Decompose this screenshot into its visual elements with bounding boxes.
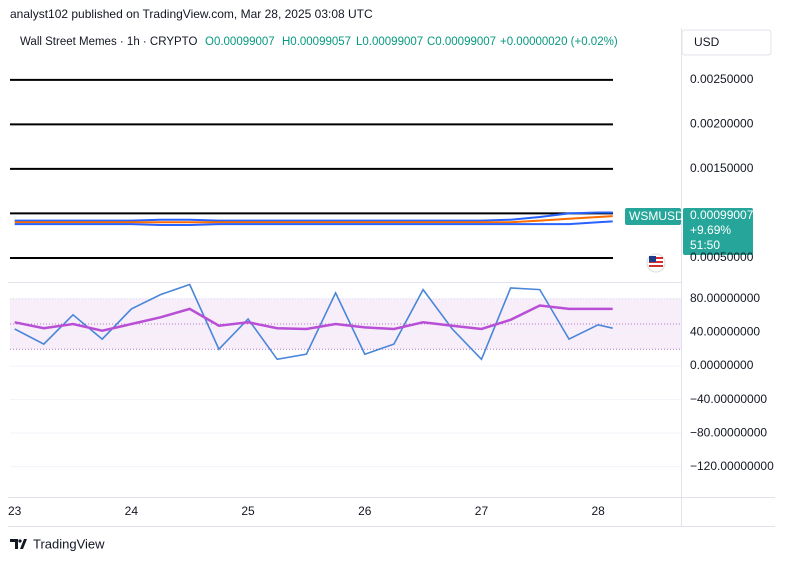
legend: Wall Street Memes · 1h · CRYPTO O0.00099…	[20, 36, 618, 48]
countdown: 51:50	[690, 238, 720, 252]
y-tick-label: −40.00000000	[690, 392, 767, 406]
x-tick-label: 28	[591, 504, 605, 518]
ohlc-close: C0.00099007	[427, 36, 496, 48]
ohlc-high: H0.00099057	[282, 36, 351, 48]
x-tick-label: 27	[475, 504, 489, 518]
x-tick-label: 23	[8, 504, 22, 518]
ohlc-low: L0.00099007	[356, 36, 423, 48]
y-tick-label: 0.00250000	[690, 72, 754, 86]
y-tick-label: 40.00000000	[690, 325, 760, 339]
y-tick-label: 0.00150000	[690, 161, 754, 175]
price-tag: WSMUSD 0.00099007 +9.69% 51:50	[625, 208, 754, 255]
y-tick-label: −80.00000000	[690, 425, 767, 439]
symbol: Wall Street Memes · 1h · CRYPTO	[20, 36, 197, 48]
series-line	[14, 283, 613, 361]
series-line	[14, 211, 613, 222]
series-line	[14, 215, 613, 224]
brand: TradingView	[33, 536, 105, 551]
x-tick-label: 24	[125, 504, 139, 518]
x-tick-label: 26	[358, 504, 372, 518]
flag-icon	[646, 253, 666, 273]
x-tick-label: 25	[241, 504, 255, 518]
last-price: 0.00099007	[690, 208, 754, 222]
price-badge	[683, 208, 753, 255]
y-tick-label: 80.00000000	[690, 291, 760, 305]
y-tick-label: 0.00200000	[690, 117, 754, 131]
series-line	[14, 304, 613, 332]
logo	[10, 539, 27, 549]
currency[interactable]: USD	[694, 35, 720, 49]
ticker: WSMUSD	[629, 209, 684, 223]
ticker-badge	[625, 208, 681, 225]
change: +0.00000020 (+0.02%)	[500, 36, 618, 48]
series-line	[14, 220, 613, 226]
y-tick-label: 0.00000000	[690, 358, 754, 372]
publish-note: analyst102 published on TradingView.com,…	[10, 7, 373, 21]
price-change: +9.69%	[690, 223, 731, 237]
y-tick-label: 0.00050000	[690, 250, 754, 264]
ohlc-open: O0.00099007	[205, 36, 275, 48]
y-tick-label: −120.00000000	[690, 459, 774, 473]
